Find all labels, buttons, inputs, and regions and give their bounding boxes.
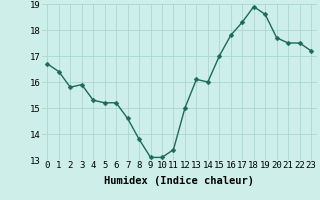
X-axis label: Humidex (Indice chaleur): Humidex (Indice chaleur): [104, 176, 254, 186]
